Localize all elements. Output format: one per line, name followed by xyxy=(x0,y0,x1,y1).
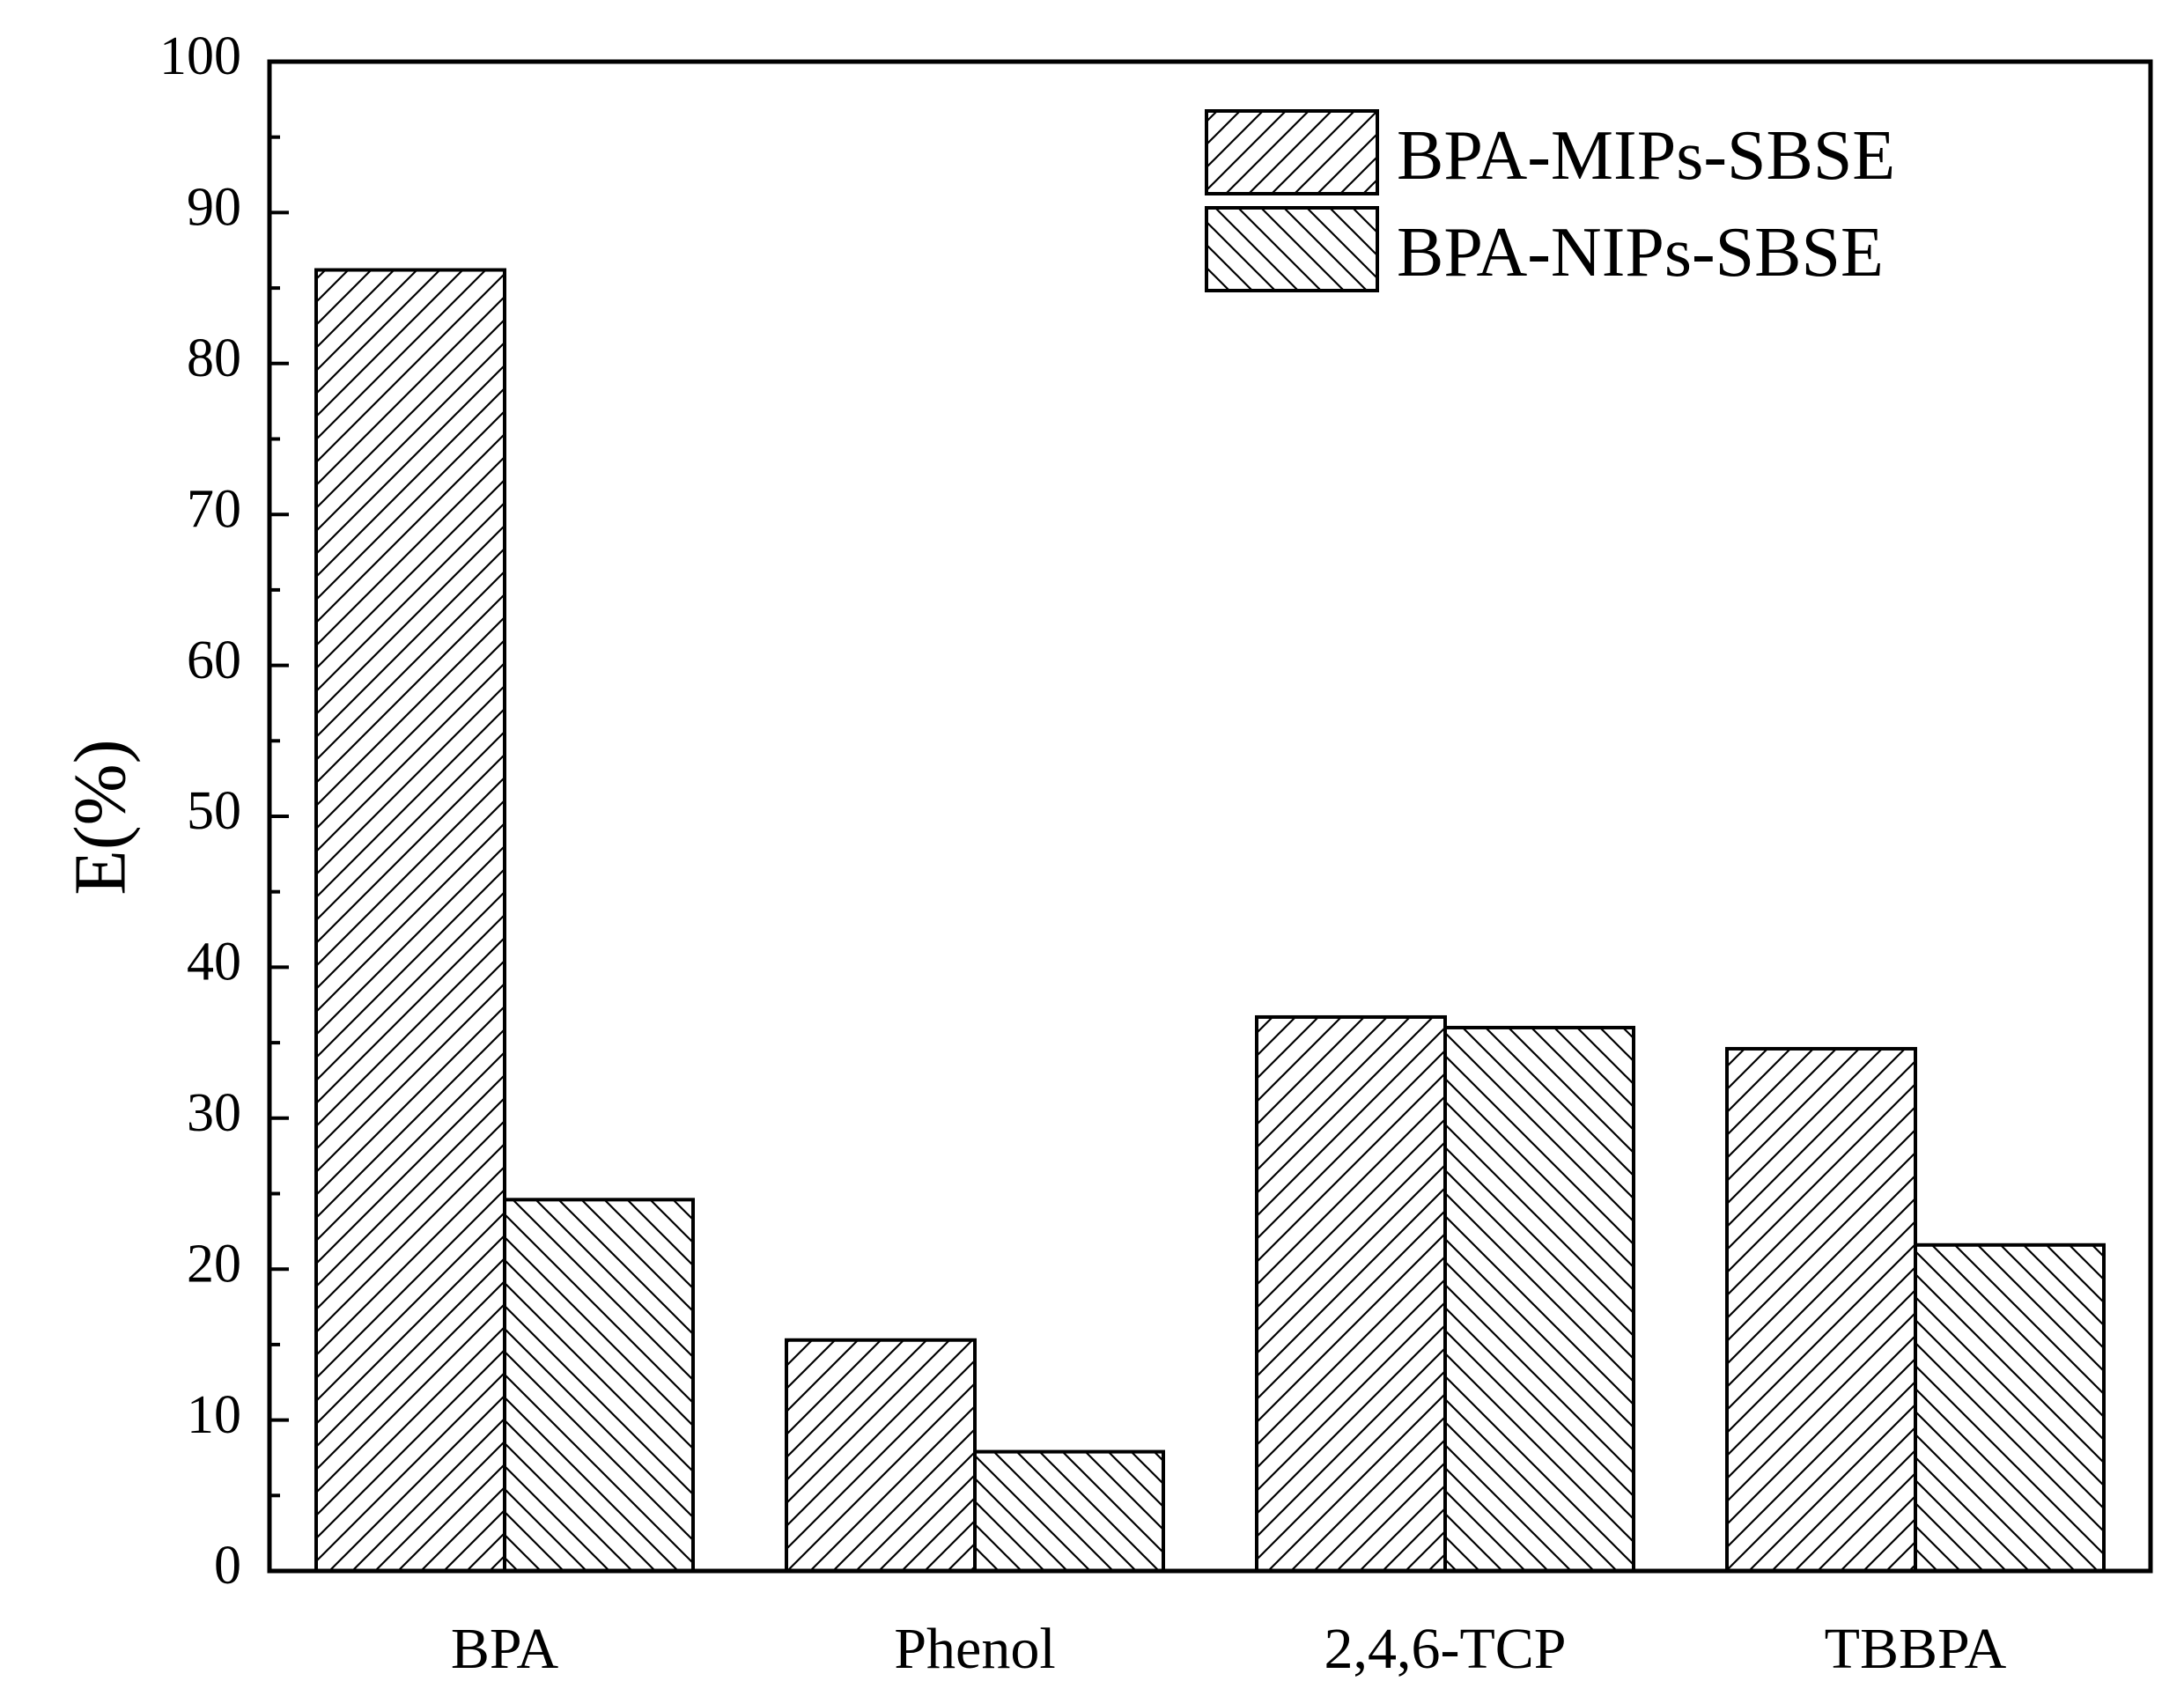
y-tick-label: 100 xyxy=(159,26,241,86)
bar-bpa-mips-sbse-tbbpa xyxy=(1725,1046,1917,1574)
bar-bpa-nips-sbse-2-4-6-tcp xyxy=(1443,1025,1635,1573)
legend-label-bpa-mips-sbse: BPA-MIPs-SBSE xyxy=(1397,117,1895,195)
y-tick-label: 50 xyxy=(187,781,241,841)
legend-label-bpa-nips-sbse: BPA-NIPs-SBSE xyxy=(1397,214,1884,291)
y-tick-label: 10 xyxy=(187,1385,241,1445)
x-axis: BPA Phenol 2,4,6-TCP TBBPA xyxy=(451,1617,2007,1681)
y-tick-label: 80 xyxy=(187,328,241,388)
bar-bpa-mips-sbse-2-4-6-tcp xyxy=(1255,1014,1447,1574)
bar-bpa-mips-sbse-bpa xyxy=(314,268,506,1574)
y-tick-label: 70 xyxy=(187,479,241,539)
y-tick-label: 0 xyxy=(214,1536,241,1596)
y-axis: 0 10 20 30 40 50 60 70 80 90 100 xyxy=(159,26,289,1596)
x-tick-label-bpa: BPA xyxy=(451,1617,559,1681)
legend: BPA-MIPs-SBSE BPA-NIPs-SBSE xyxy=(1205,109,1895,292)
x-tick-label-2-4-6-tcp: 2,4,6-TCP xyxy=(1324,1617,1566,1681)
y-tick-label: 90 xyxy=(187,178,241,238)
x-tick-label-tbbpa: TBBPA xyxy=(1825,1617,2007,1681)
legend-swatch-bpa-nips-sbse xyxy=(1205,206,1379,292)
y-tick-label: 40 xyxy=(187,933,241,992)
bar-bpa-nips-sbse-bpa xyxy=(503,1198,695,1573)
x-tick-label-phenol: Phenol xyxy=(894,1617,1055,1681)
bar-bpa-nips-sbse-tbbpa xyxy=(1914,1243,2106,1573)
y-axis-label: E(%) xyxy=(59,739,141,895)
y-tick-label: 30 xyxy=(187,1083,241,1143)
y-tick-label: 20 xyxy=(187,1234,241,1294)
legend-swatch-bpa-mips-sbse xyxy=(1205,109,1379,195)
bar-bpa-nips-sbse-phenol xyxy=(973,1449,1165,1573)
bars-layer xyxy=(314,268,2106,1574)
bar-bpa-mips-sbse-phenol xyxy=(785,1338,977,1574)
y-tick-label: 60 xyxy=(187,630,241,690)
